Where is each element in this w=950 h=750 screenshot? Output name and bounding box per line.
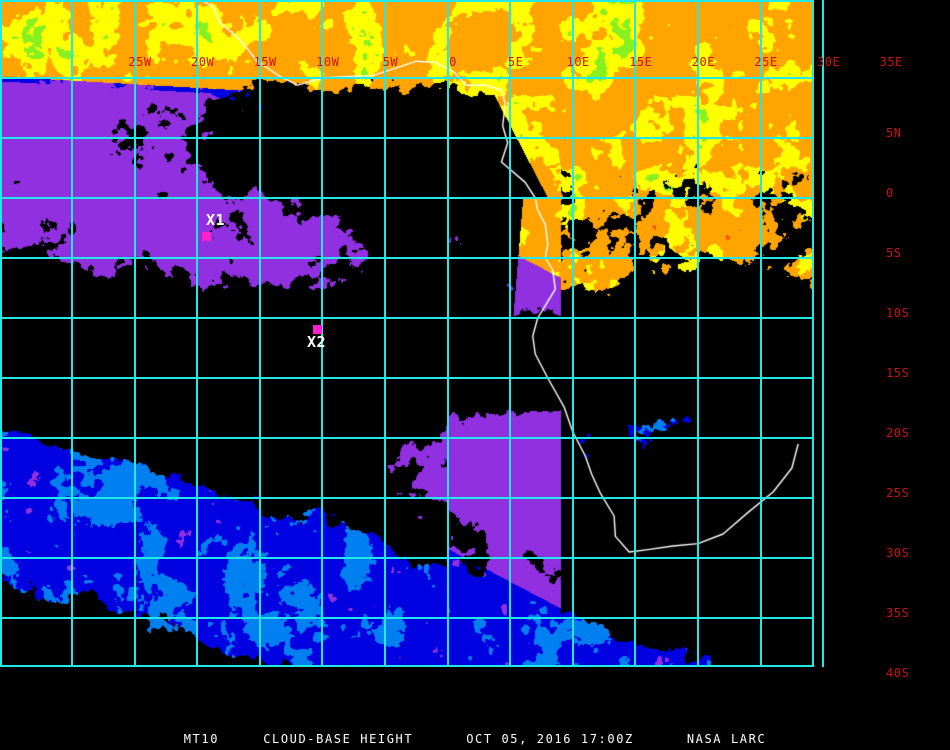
gridline-lat-20S — [0, 377, 814, 379]
lat-label-30S: 30S — [886, 546, 910, 560]
gridline-lon-20W — [133, 0, 136, 667]
gridline-lat-30S — [0, 497, 814, 499]
gridline-lat-0 — [0, 137, 814, 139]
gridline-lon-15W — [196, 0, 199, 667]
lon-label-25E: 25E — [754, 55, 778, 69]
gridline-lon-25W — [71, 0, 73, 667]
lat-label-15S: 15S — [886, 366, 910, 380]
lat-label-5N: 5N — [886, 126, 902, 140]
status-bar: MT10 CLOUD-BASE HEIGHT OCT 05, 2016 17:0… — [0, 732, 950, 746]
gridline-lon-25E — [697, 0, 699, 667]
gridline-lat-25S — [0, 437, 814, 439]
lon-label-35E: 35E — [879, 55, 903, 69]
lon-label-15E: 15E — [629, 55, 653, 69]
lon-label-25W: 25W — [128, 55, 152, 69]
footer-product-name: CLOUD-BASE HEIGHT — [263, 732, 414, 746]
lon-label-10W: 10W — [316, 55, 340, 69]
lat-label-0: 0 — [886, 186, 894, 200]
gridline-lat-15S — [0, 317, 814, 319]
site-marker-X1[interactable] — [202, 232, 211, 241]
lon-label-20E: 20E — [691, 55, 715, 69]
footer-source: NASA LARC — [686, 732, 767, 746]
gridline-lat-10S — [0, 257, 814, 259]
map-border-bottom — [0, 665, 814, 667]
map-border-right — [812, 0, 814, 667]
site-label-X1: X1 — [206, 211, 226, 229]
cloud-base-height-raster — [0, 0, 814, 667]
gridline-lat-5S — [0, 197, 814, 199]
lon-label-15W: 15W — [253, 55, 277, 69]
gridline-lon-5W — [321, 0, 324, 667]
gridline-lon-20E — [634, 0, 637, 667]
gridline-lon-30E — [759, 0, 762, 667]
map-border-top — [0, 0, 814, 2]
gridline-lat-5N — [0, 77, 814, 79]
lat-label-20S: 20S — [886, 426, 910, 440]
lat-label-5S: 5S — [886, 246, 902, 260]
site-marker-X2[interactable] — [313, 325, 322, 334]
map-border-left — [0, 0, 2, 667]
lon-label-5W: 5W — [382, 55, 399, 69]
gridline-lat-35S — [0, 557, 814, 559]
lon-label-5E: 5E — [507, 55, 524, 69]
footer-timestamp: OCT 05, 2016 17:00Z — [466, 732, 634, 746]
lon-label-10E: 10E — [566, 55, 590, 69]
gridline-lon-10W — [258, 0, 261, 667]
gridline-lat-40S — [0, 617, 814, 619]
gridline-lon-15E — [571, 0, 574, 667]
lat-label-10S: 10S — [886, 306, 910, 320]
lon-label-0: 0 — [449, 55, 457, 69]
lon-label-20W: 20W — [191, 55, 215, 69]
lat-label-35S: 35S — [886, 606, 910, 620]
gridline-lon-0 — [384, 0, 386, 667]
lon-label-30E: 30E — [817, 55, 841, 69]
lat-label-25S: 25S — [886, 486, 910, 500]
site-label-X2: X2 — [307, 333, 327, 351]
gridline-lon-10E — [509, 0, 512, 667]
footer-product-code: MT10 — [183, 732, 220, 746]
map-panel[interactable]: X1 X2 — [0, 0, 825, 667]
lat-label-40S: 40S — [886, 666, 910, 680]
gridline-lon-5E — [446, 0, 449, 667]
